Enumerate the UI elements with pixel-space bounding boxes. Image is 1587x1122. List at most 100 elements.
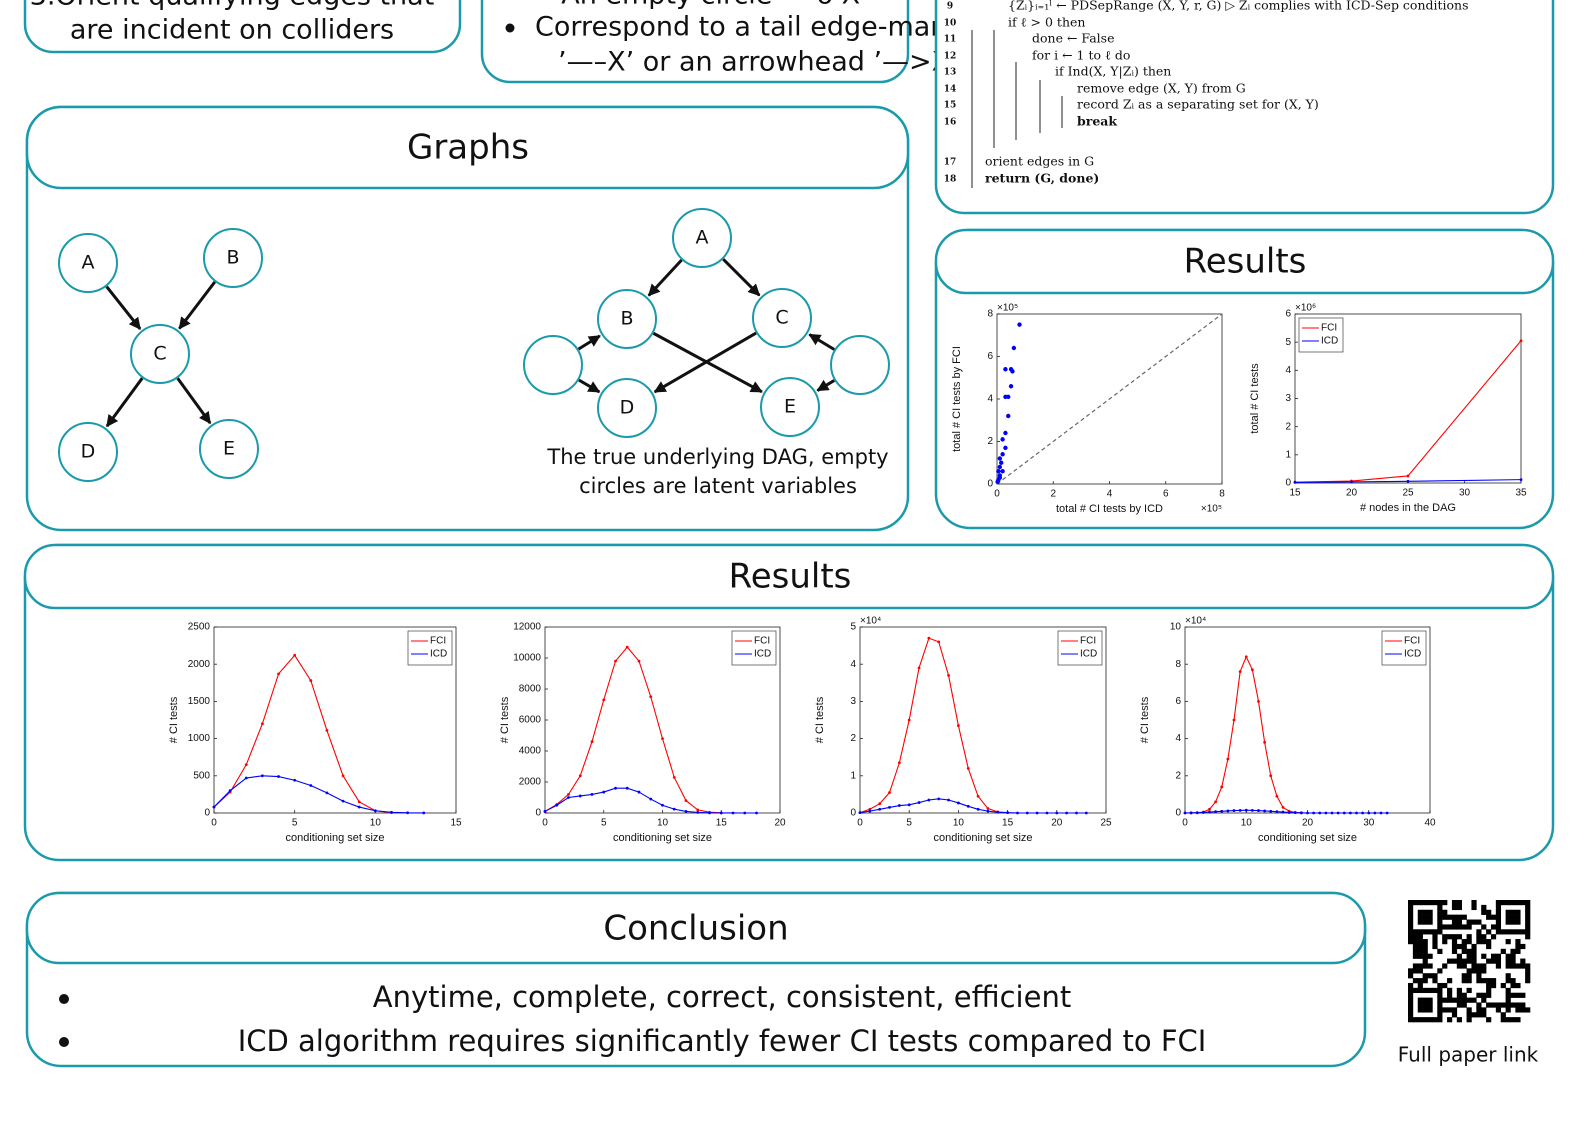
qr-module: [1437, 992, 1443, 998]
qr-module: [1412, 943, 1419, 950]
x-tick-label: 30: [1363, 818, 1375, 829]
qr-module: [1417, 929, 1423, 935]
x-tick-label: 10: [370, 818, 382, 829]
qr-module: [1520, 1002, 1526, 1008]
x-tick-label: 2: [1050, 489, 1056, 500]
qr-module: [1505, 1007, 1511, 1013]
marker: [1519, 339, 1523, 343]
line-number: 17: [944, 158, 957, 168]
qr-module: [1505, 992, 1511, 998]
node-label: E: [223, 438, 235, 460]
marker: [1299, 811, 1303, 815]
qr-module: [1490, 1002, 1497, 1008]
x-tick-label: 0: [542, 818, 548, 829]
y-tick-label: 6000: [519, 715, 542, 726]
qr-module: [1437, 909, 1443, 915]
node: [672, 208, 732, 268]
y-tick-label: 2: [1175, 770, 1181, 781]
qr-module: [1417, 900, 1423, 906]
qr-module: [1427, 909, 1433, 915]
qr-module: [1471, 963, 1477, 969]
code-line: done ← False: [1032, 31, 1114, 46]
qr-module: [1451, 914, 1458, 920]
node-label: B: [620, 308, 633, 330]
qr-module: [1466, 1007, 1472, 1013]
x-tick-label: 20: [774, 818, 786, 829]
legend: [1381, 630, 1427, 666]
marker: [1195, 811, 1199, 815]
qr-module: [1476, 978, 1482, 984]
x-axis-label: # nodes in the DAG: [1360, 502, 1456, 514]
qr-module: [1461, 958, 1467, 964]
caption: The true underlying DAG, empty: [546, 445, 888, 469]
qr-module: [1486, 909, 1492, 915]
qr-module: [1495, 1007, 1502, 1013]
qr-module: [1486, 1002, 1492, 1008]
bullet-text: Anytime, complete, correct, consistent, …: [373, 980, 1071, 1014]
qr-module: [1525, 973, 1531, 979]
qr-module: [1461, 948, 1467, 954]
qr-module: [1461, 914, 1467, 920]
y-multiplier: ×10⁵: [997, 303, 1018, 314]
qr-module: [1408, 924, 1414, 930]
qr-module: [1437, 929, 1443, 935]
qr-module: [1486, 992, 1492, 998]
qr-module: [1525, 963, 1531, 969]
qr-module: [1510, 953, 1516, 959]
qr-module: [1500, 1017, 1506, 1023]
x-tick-label: 0: [994, 489, 1000, 500]
series-line: [213, 775, 424, 814]
qr-module: [1408, 992, 1414, 998]
qr-module: [1456, 987, 1462, 994]
qr-module: [1427, 900, 1433, 906]
qr-module: [1422, 987, 1428, 994]
code-line: {Zᵢ}ᵢ₌₁ˡ ← PDSepRange (X, Y, r, G) ▷ Zᵢ …: [1008, 0, 1469, 13]
x-tick-label: 10: [1241, 818, 1253, 829]
marker: [937, 640, 941, 644]
qr-module: [1447, 992, 1453, 998]
marker: [986, 807, 990, 810]
point: [997, 456, 1003, 461]
point: [996, 469, 1001, 474]
qr-module: [1515, 929, 1521, 935]
y-tick-label: 12000: [513, 622, 541, 633]
marker: [927, 798, 931, 802]
section-title: Graphs: [407, 128, 529, 168]
marker: [578, 794, 582, 798]
x-tick-label: 6: [1163, 489, 1169, 500]
qr-module: [1412, 939, 1419, 945]
point: [997, 464, 1003, 470]
qr-module: [1408, 1012, 1414, 1018]
y-tick-label: 0: [1285, 478, 1291, 489]
legend: [407, 630, 453, 666]
qr-module: [1422, 900, 1428, 906]
qr-module: [1466, 997, 1472, 1003]
y-tick-label: 500: [193, 770, 210, 781]
bullet: [59, 1037, 69, 1047]
point: [999, 460, 1004, 465]
marker: [212, 805, 216, 809]
y-tick-label: 4: [987, 394, 993, 405]
line-number: 11: [944, 35, 957, 45]
qr-module: [1500, 1002, 1506, 1008]
qr-module: [1505, 963, 1511, 969]
marker: [996, 810, 1000, 814]
qr-module: [1408, 968, 1414, 974]
marker: [244, 763, 248, 767]
qr-module: [1471, 997, 1477, 1003]
qr-module: [1486, 978, 1492, 984]
qr-module: [1437, 968, 1443, 974]
y-tick-label: 2000: [188, 659, 211, 670]
y-multiplier: ×10⁶: [1295, 303, 1316, 314]
qr-module: [1427, 953, 1433, 959]
marker: [719, 811, 723, 815]
qr-module: [1456, 943, 1462, 950]
qr-module: [1510, 1002, 1516, 1008]
qr-module: [1486, 987, 1492, 994]
marker: [1324, 811, 1328, 815]
qr-module: [1437, 904, 1443, 911]
qr-module: [1422, 948, 1428, 954]
node: [58, 233, 118, 293]
marker: [406, 811, 409, 815]
marker: [672, 775, 676, 779]
